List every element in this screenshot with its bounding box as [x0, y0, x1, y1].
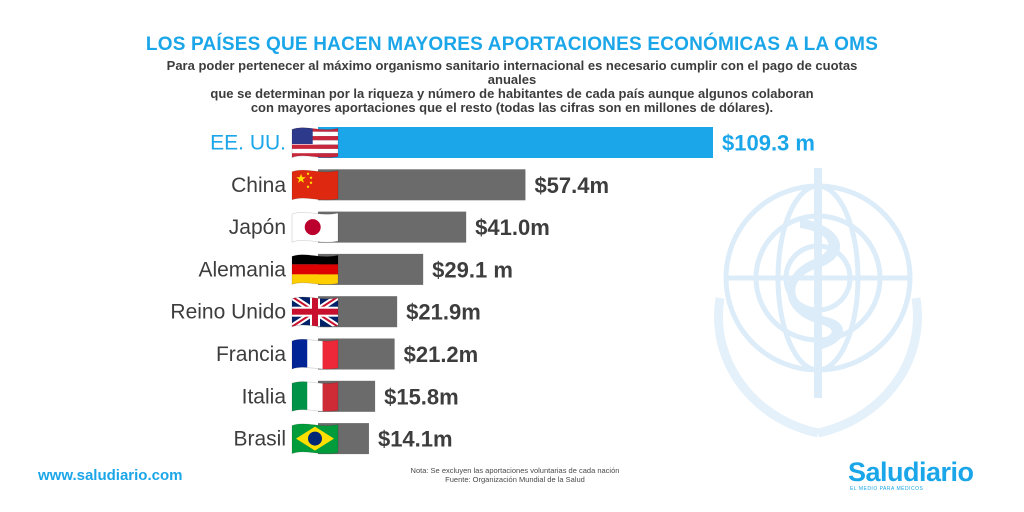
country-label: EE. UU.	[210, 132, 286, 155]
country-label: Francia	[216, 343, 286, 366]
subtitle-line: con mayores aportaciones que el resto (t…	[250, 100, 774, 115]
flag-germany-icon	[291, 254, 339, 285]
bar	[318, 127, 713, 158]
value-label: $109.3 m	[722, 131, 815, 156]
bar	[318, 211, 467, 243]
flag-italy-icon	[291, 381, 339, 412]
flag-brazil-icon	[291, 423, 339, 455]
flag-usa-icon	[291, 127, 339, 159]
value-label: $57.4m	[534, 173, 609, 198]
value-label: $15.8m	[384, 384, 459, 409]
bar-row: Brasil $14.1m	[233, 423, 453, 455]
value-label: $14.1m	[378, 427, 453, 452]
exclusion-note: Nota: Se excluyen las aportaciones volun…	[410, 466, 620, 475]
value-label: $29.1 m	[432, 257, 513, 282]
country-label: Brasil	[233, 428, 286, 451]
chart-title: LOS PAÍSES QUE HACEN MAYORES APORTACIONE…	[145, 34, 879, 55]
bar-row: Francia $21.2m	[216, 338, 479, 370]
bar-row: China $57.4m	[231, 169, 609, 201]
value-label: $21.2m	[404, 342, 479, 367]
bar-row: EE. UU. $109.3 m	[210, 127, 815, 159]
country-label: Japón	[229, 216, 286, 239]
logo-name: Saludiario	[848, 457, 974, 487]
bar-row: Reino Unido $21.9m	[170, 296, 481, 328]
subtitle-line: que se determinan por la riqueza y númer…	[210, 86, 814, 101]
who-emblem-icon	[714, 168, 922, 438]
country-label: Alemania	[198, 258, 286, 281]
bar	[318, 169, 526, 201]
website-link[interactable]: www.saludiario.com	[38, 467, 183, 484]
chart-subtitle: Para poder pertenecer al máximo organism…	[150, 59, 874, 115]
source-text: Fuente: Organización Mundial de la Salud	[445, 475, 585, 484]
logo-tagline: EL MEDIO PARA MÉDICOS	[850, 486, 924, 492]
country-label: Reino Unido	[170, 301, 286, 324]
flag-japan-icon	[291, 211, 339, 243]
bar-row: Italia $15.8m	[242, 380, 459, 412]
flag-uk-icon	[291, 296, 339, 328]
bar-row: Japón $41.0m	[229, 211, 550, 243]
value-label: $41.0m	[475, 215, 550, 240]
value-label: $21.9m	[406, 300, 481, 325]
country-label: Italia	[242, 385, 287, 408]
bar-row: Alemania $29.1 m	[198, 253, 513, 285]
flag-france-icon	[291, 338, 339, 370]
subtitle-line: Para poder pertenecer al máximo organism…	[166, 58, 858, 87]
source-notes: Nota: Se excluyen las aportaciones volun…	[380, 466, 650, 484]
flag-china-icon	[291, 169, 339, 201]
country-label: China	[231, 174, 286, 197]
saludiario-logo: Saludiario EL MEDIO PARA MÉDICOS	[848, 458, 998, 492]
